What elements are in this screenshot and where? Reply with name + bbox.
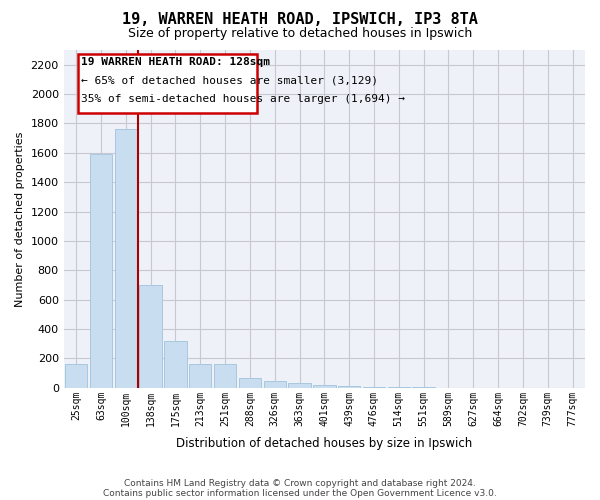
Text: Contains HM Land Registry data © Crown copyright and database right 2024.: Contains HM Land Registry data © Crown c… (124, 478, 476, 488)
Bar (363, 387, 385, 388)
FancyBboxPatch shape (78, 54, 257, 113)
Bar (90, 154, 112, 388)
Text: 35% of semi-detached houses are larger (1,694) →: 35% of semi-detached houses are larger (… (81, 94, 405, 104)
Bar (65, 364, 87, 388)
Bar (239, 378, 261, 388)
Bar (313, 385, 335, 388)
Y-axis label: Number of detached properties: Number of detached properties (15, 131, 25, 306)
Text: Contains public sector information licensed under the Open Government Licence v3: Contains public sector information licen… (103, 488, 497, 498)
Bar (289, 384, 311, 388)
Bar (164, 341, 187, 388)
Bar (214, 364, 236, 388)
Bar (338, 386, 361, 388)
Text: 19, WARREN HEATH ROAD, IPSWICH, IP3 8TA: 19, WARREN HEATH ROAD, IPSWICH, IP3 8TA (122, 12, 478, 28)
X-axis label: Distribution of detached houses by size in Ipswich: Distribution of detached houses by size … (176, 437, 472, 450)
Bar (189, 364, 211, 388)
Bar (263, 382, 286, 388)
Text: ← 65% of detached houses are smaller (3,129): ← 65% of detached houses are smaller (3,… (81, 76, 378, 86)
Bar (115, 130, 137, 388)
Bar (139, 285, 162, 388)
Text: Size of property relative to detached houses in Ipswich: Size of property relative to detached ho… (128, 28, 472, 40)
Text: 19 WARREN HEATH ROAD: 128sqm: 19 WARREN HEATH ROAD: 128sqm (81, 58, 270, 68)
